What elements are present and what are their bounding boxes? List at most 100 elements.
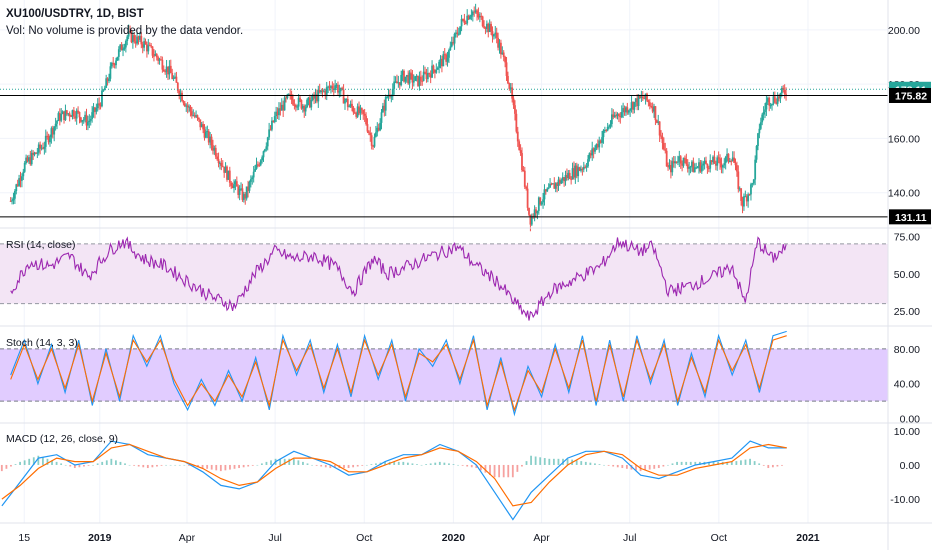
y-tick-label: 80.00 bbox=[894, 344, 920, 356]
candle-body bbox=[153, 55, 155, 57]
candle-body bbox=[432, 65, 435, 70]
price-axis[interactable]: 140.00160.00180.00200.0025.0050.0075.000… bbox=[888, 25, 931, 506]
candle-body bbox=[185, 105, 188, 107]
candle-body bbox=[665, 150, 668, 167]
candle-body bbox=[483, 26, 485, 28]
candle-body bbox=[369, 132, 372, 136]
macd-hist-bar bbox=[662, 464, 665, 467]
candle-body bbox=[386, 96, 389, 98]
candle-body bbox=[380, 112, 383, 123]
candle-body bbox=[519, 150, 522, 154]
candle-body bbox=[557, 179, 560, 186]
candle-body bbox=[584, 166, 587, 168]
candle-body bbox=[526, 188, 529, 208]
candle-body bbox=[339, 87, 342, 92]
candle-body bbox=[641, 96, 644, 99]
candle-body bbox=[244, 194, 247, 199]
candle-body bbox=[480, 15, 483, 17]
candle-body bbox=[68, 113, 71, 117]
candle-body bbox=[606, 126, 609, 131]
candle-body bbox=[724, 156, 727, 164]
candle-body bbox=[258, 164, 261, 166]
candle-body bbox=[217, 159, 220, 164]
macd-hist-bar bbox=[297, 460, 300, 465]
macd-hist-bar bbox=[416, 464, 418, 465]
rsi-pane-label[interactable]: RSI (14, close) bbox=[6, 239, 76, 251]
candle-body bbox=[356, 106, 359, 117]
macd-hist-bar bbox=[320, 464, 323, 467]
candle-body bbox=[516, 131, 519, 142]
candle-body bbox=[677, 161, 679, 163]
candle-body bbox=[734, 162, 737, 166]
macd-hist-bar bbox=[219, 464, 222, 472]
candle-body bbox=[44, 135, 47, 147]
macd-hist-bar bbox=[32, 457, 35, 465]
candle-body bbox=[581, 169, 584, 171]
price-tag bbox=[889, 87, 931, 103]
candle-body bbox=[87, 121, 89, 126]
candle-body bbox=[81, 120, 84, 122]
candle-body bbox=[348, 106, 351, 108]
candle-body bbox=[668, 165, 671, 167]
macd-hist-bar bbox=[694, 461, 697, 465]
candle-body bbox=[514, 105, 516, 114]
candle-body bbox=[452, 41, 455, 44]
macd-hist-bar bbox=[256, 464, 259, 466]
macd-hist-bar bbox=[55, 461, 58, 465]
stoch-pane-label[interactable]: Stoch (14, 3, 3) bbox=[6, 337, 78, 349]
candle-body bbox=[379, 122, 382, 131]
candle-body bbox=[147, 45, 150, 52]
macd-hist-bar bbox=[46, 458, 49, 465]
candle-body bbox=[698, 162, 700, 168]
macd-hist-bar bbox=[60, 463, 63, 465]
macd-hist-bar bbox=[689, 461, 692, 465]
candle-body bbox=[376, 127, 379, 133]
macd-hist-bar bbox=[192, 464, 195, 467]
candle-body bbox=[689, 166, 692, 168]
candle-body bbox=[485, 23, 488, 29]
candle-body bbox=[259, 160, 262, 166]
candle-body bbox=[466, 15, 469, 24]
candle-body bbox=[95, 108, 98, 112]
price-tag-label: 175.82 bbox=[895, 90, 927, 102]
candle-body bbox=[96, 103, 99, 109]
candle-body bbox=[699, 162, 702, 172]
candle-body bbox=[637, 95, 640, 107]
candle-body bbox=[304, 107, 307, 112]
candle-body bbox=[648, 102, 651, 106]
macd-hist-bar bbox=[434, 462, 437, 465]
macd-hist-bar bbox=[251, 464, 254, 466]
macd-pane-label[interactable]: MACD (12, 26, close, 9) bbox=[6, 433, 119, 445]
macd-hist-bar bbox=[178, 464, 181, 466]
candle-body bbox=[275, 111, 278, 117]
macd-hist-bar bbox=[92, 464, 94, 466]
candle-body bbox=[122, 48, 124, 51]
candle-body bbox=[116, 56, 119, 61]
candle-body bbox=[536, 210, 539, 214]
macd-hist-bar bbox=[730, 461, 733, 465]
candle-body bbox=[512, 98, 515, 106]
macd-hist-bar bbox=[507, 464, 510, 478]
candle-body bbox=[33, 152, 36, 155]
candle-body bbox=[261, 157, 264, 161]
candle-body bbox=[528, 207, 530, 215]
symbol-title[interactable]: XU100/USDTRY, 1D, BIST bbox=[6, 8, 144, 20]
candle-body bbox=[25, 157, 28, 163]
candle-body bbox=[748, 194, 751, 196]
macd-hist-bar bbox=[137, 464, 140, 467]
candle-body bbox=[500, 42, 502, 55]
candle-body bbox=[203, 129, 206, 138]
candle-body bbox=[619, 116, 622, 118]
candle-body bbox=[705, 160, 707, 164]
macd-hist-bar bbox=[726, 461, 729, 465]
candle-body bbox=[351, 103, 353, 108]
macd-hist-bar bbox=[621, 464, 624, 469]
candle-body bbox=[242, 194, 245, 200]
y-tick-label: 160.00 bbox=[888, 133, 920, 145]
macd-hist-bar bbox=[411, 463, 414, 465]
time-axis[interactable]: 15 2019 Apr Jul Oct 2020 Apr Jul Oct 2021 bbox=[18, 532, 819, 544]
candle-body bbox=[26, 157, 29, 162]
candle-body bbox=[755, 145, 758, 160]
candle-body bbox=[707, 168, 710, 170]
candle-body bbox=[446, 57, 449, 62]
